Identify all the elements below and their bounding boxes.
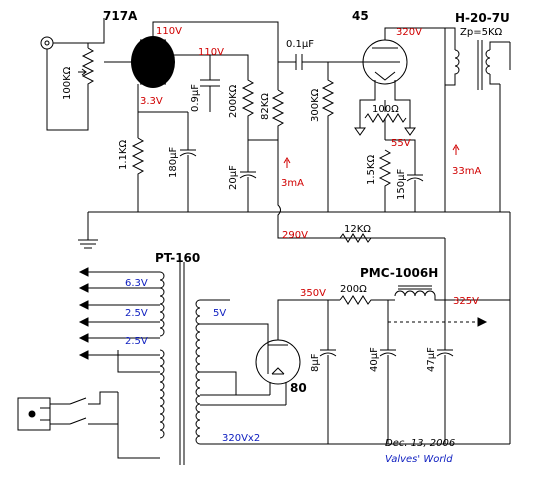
wire xyxy=(278,54,370,212)
label: 5V xyxy=(213,308,226,319)
wire xyxy=(200,299,510,445)
wire xyxy=(354,110,416,136)
label: 200KΩ xyxy=(228,84,239,118)
wire xyxy=(40,391,119,458)
label: 80 xyxy=(290,381,307,395)
wire xyxy=(88,271,160,459)
label: 2.5V xyxy=(125,308,148,319)
wire xyxy=(78,211,510,249)
label: 100Ω xyxy=(372,104,399,115)
label: 3mA xyxy=(281,178,304,189)
label: 300KΩ xyxy=(310,88,321,122)
wire xyxy=(359,27,445,110)
label: 350V xyxy=(300,288,326,299)
wire xyxy=(78,267,89,360)
label: 180μF xyxy=(168,147,179,178)
wire xyxy=(17,397,51,431)
label: 3.3V xyxy=(140,96,163,107)
wire xyxy=(44,40,50,46)
wire xyxy=(195,299,201,445)
wire xyxy=(364,100,424,212)
wire xyxy=(477,40,511,212)
wire xyxy=(200,79,220,112)
label: 110V xyxy=(156,26,182,37)
wire xyxy=(477,317,488,327)
label: 110V xyxy=(198,47,224,58)
wire xyxy=(88,18,105,44)
label: H-20-7U xyxy=(455,11,510,25)
wire xyxy=(159,271,165,337)
label: 1.5KΩ xyxy=(366,155,377,185)
label: Zp=5KΩ xyxy=(460,27,502,38)
label: 33mA xyxy=(452,166,481,177)
wiring xyxy=(17,18,511,465)
label: 290V xyxy=(282,230,308,241)
wire xyxy=(179,262,185,465)
label: PT-160 xyxy=(155,251,200,265)
wire xyxy=(40,36,54,50)
wire xyxy=(444,27,460,212)
wire xyxy=(179,112,197,212)
label: 325V xyxy=(453,296,479,307)
labels: 717A 45 80 H-20-7U Zp=5KΩ PT-160 PMC-100… xyxy=(62,9,510,465)
label: Dec. 13, 2006 xyxy=(385,438,455,449)
label: 0.1μF xyxy=(286,39,314,50)
label: 2.5V xyxy=(125,336,148,347)
wire xyxy=(131,84,188,212)
label: 47μF xyxy=(426,347,437,372)
label: PMC-1006H xyxy=(360,266,438,280)
wire xyxy=(339,212,511,444)
label: 45 xyxy=(352,9,369,23)
label: Valves' World xyxy=(385,454,453,465)
label: 20μF xyxy=(228,165,239,190)
label: 717A xyxy=(103,9,138,23)
label: 100KΩ xyxy=(62,66,73,100)
wire xyxy=(239,62,278,212)
label: 6.3V xyxy=(125,278,148,289)
wire xyxy=(271,89,445,239)
label: 0.9μF xyxy=(190,84,201,112)
label: 320V xyxy=(396,27,422,38)
label: 40μF xyxy=(369,347,380,372)
wire xyxy=(104,39,172,85)
wire xyxy=(283,144,460,168)
wire xyxy=(255,339,301,385)
wire xyxy=(339,233,446,300)
label: 320Vx2 xyxy=(222,433,260,444)
label: 150μF xyxy=(396,169,407,200)
label: 12KΩ xyxy=(344,224,371,235)
label: 82KΩ xyxy=(260,93,271,120)
label: 8μF xyxy=(310,353,321,372)
label: 55V xyxy=(391,138,411,149)
label: 200Ω xyxy=(340,284,367,295)
wire xyxy=(159,349,165,439)
label: 1.1KΩ xyxy=(118,140,129,170)
wire xyxy=(28,410,36,418)
wire xyxy=(152,21,279,90)
